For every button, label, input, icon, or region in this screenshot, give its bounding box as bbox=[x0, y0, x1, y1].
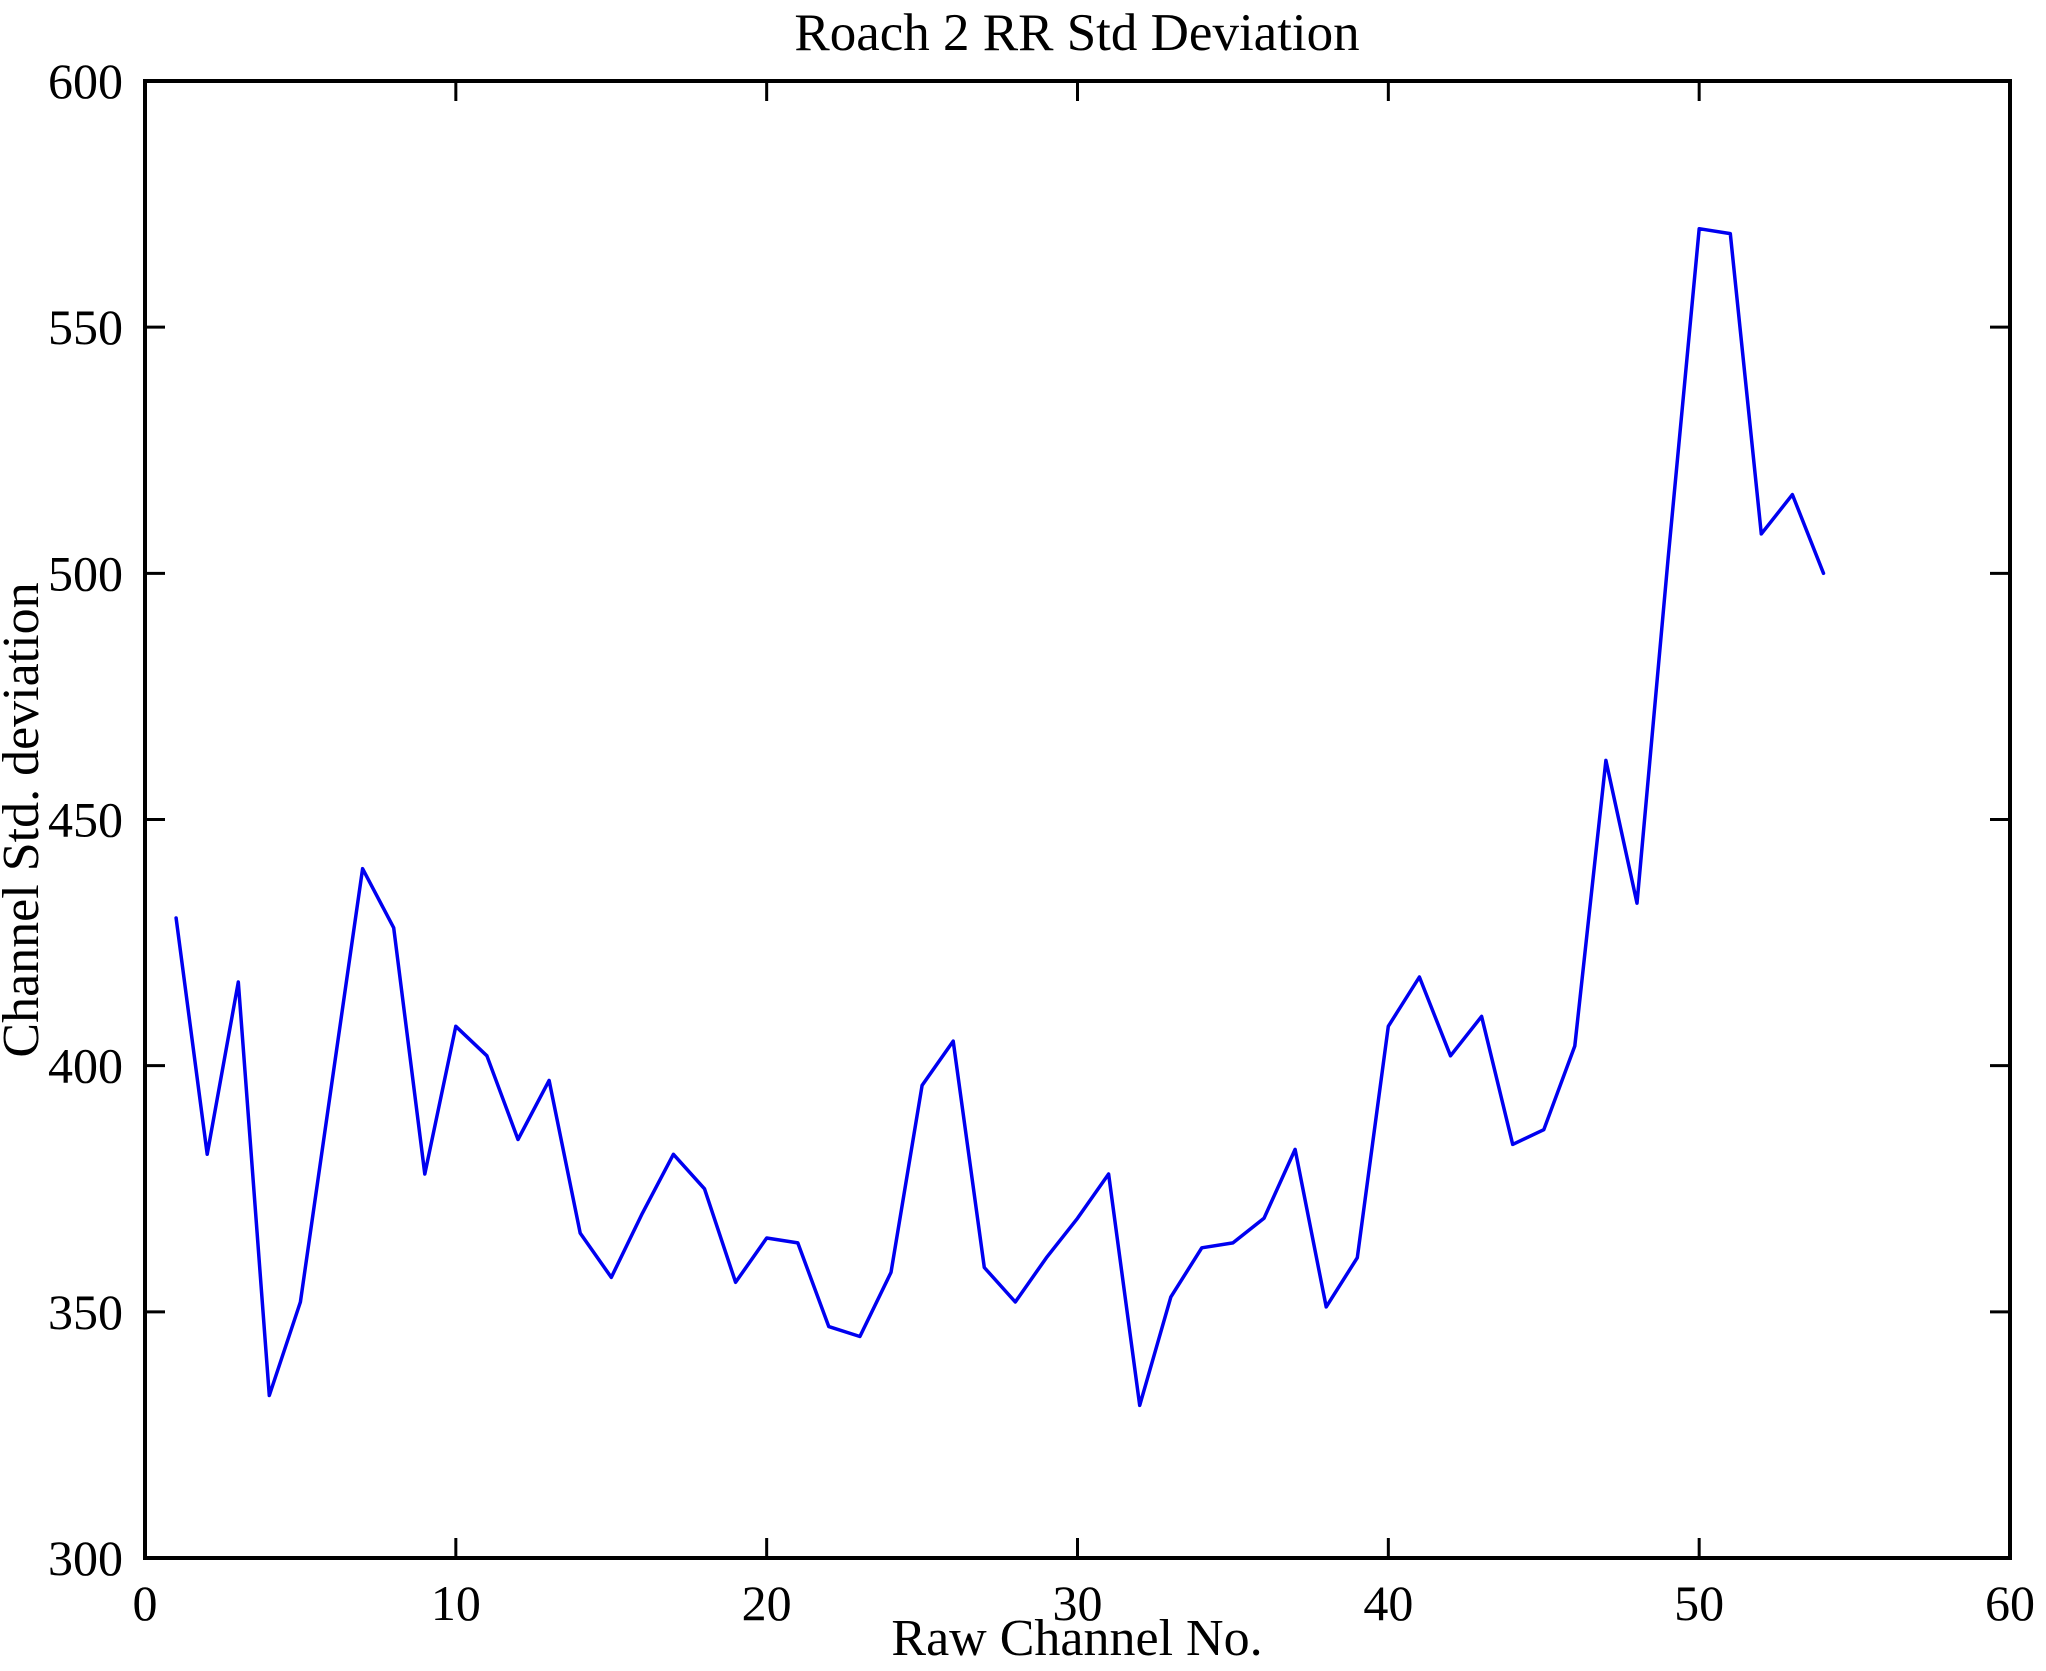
axis-tick-labels: 0 10 20 30 40 50 60 300 350 400 450 500 550 600 bbox=[48, 53, 2035, 1631]
y-tick-label-600: 600 bbox=[48, 53, 123, 109]
x-tick-label-20: 20 bbox=[742, 1575, 792, 1631]
y-tick-label-350: 350 bbox=[48, 1284, 123, 1340]
x-tick-label-40: 40 bbox=[1363, 1575, 1413, 1631]
x-tick-label-60: 60 bbox=[1985, 1575, 2035, 1631]
x-axis-label: Raw Channel No. bbox=[891, 1610, 1262, 1667]
x-tick-label-50: 50 bbox=[1674, 1575, 1724, 1631]
series-line-channel-std-deviation bbox=[174, 226, 1826, 1408]
axes-box bbox=[143, 79, 2012, 1560]
y-tick-label-500: 500 bbox=[48, 545, 123, 601]
y-tick-label-550: 550 bbox=[48, 299, 123, 355]
chart-title: Roach 2 RR Std Deviation bbox=[794, 4, 1359, 62]
data-series-layer bbox=[174, 226, 1826, 1408]
y-tick-label-300: 300 bbox=[48, 1530, 123, 1586]
plot-area bbox=[145, 81, 2010, 1558]
y-tick-label-450: 450 bbox=[48, 792, 123, 848]
x-tick-label-10: 10 bbox=[431, 1575, 481, 1631]
x-tick-label-0: 0 bbox=[133, 1575, 158, 1631]
y-axis-label: Channel Std. deviation bbox=[0, 582, 50, 1057]
y-tick-label-400: 400 bbox=[48, 1038, 123, 1094]
x-tick-label-30: 30 bbox=[1053, 1575, 1103, 1631]
